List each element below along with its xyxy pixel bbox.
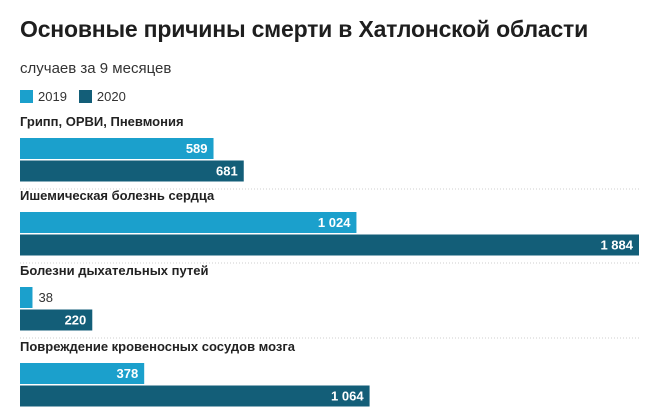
- value-label: 378: [116, 366, 138, 381]
- legend-item-2019: 2019: [20, 89, 67, 104]
- category-label: Болезни дыхательных путей: [20, 263, 208, 278]
- value-label: 589: [186, 141, 208, 156]
- value-label: 1 024: [318, 215, 351, 230]
- bar-2019-2: [20, 287, 33, 308]
- value-label: 38: [38, 290, 52, 305]
- legend-label-2020: 2020: [96, 89, 126, 104]
- legend: 2019 2020: [20, 89, 138, 104]
- legend-swatch-2019: [20, 90, 33, 103]
- bar-2019-1: [20, 212, 357, 233]
- chart-subtitle: случаев за 9 месяцев: [20, 60, 172, 77]
- value-label: 1 884: [600, 238, 633, 253]
- bar-2020-0: [20, 160, 244, 182]
- bar-2019-0: [20, 138, 214, 159]
- value-label: 1 064: [331, 389, 364, 404]
- value-label: 681: [216, 164, 238, 179]
- category-label: Повреждение кровеносных сосудов мозга: [20, 339, 296, 354]
- value-label: 220: [65, 313, 87, 328]
- bar-2020-1: [20, 234, 639, 256]
- legend-item-2020: 2020: [78, 89, 126, 104]
- bar-2019-3: [20, 363, 145, 384]
- legend-label-2019: 2019: [38, 89, 67, 104]
- chart-title: Основные причины смерти в Хатлонской обл…: [20, 16, 589, 42]
- category-label: Ишемическая болезнь сердца: [20, 188, 215, 203]
- legend-swatch-2020: [78, 90, 92, 103]
- bar-2020-2: [20, 309, 93, 331]
- bar-2020-3: [20, 385, 370, 407]
- category-label: Грипп, ОРВИ, Пневмония: [20, 114, 184, 129]
